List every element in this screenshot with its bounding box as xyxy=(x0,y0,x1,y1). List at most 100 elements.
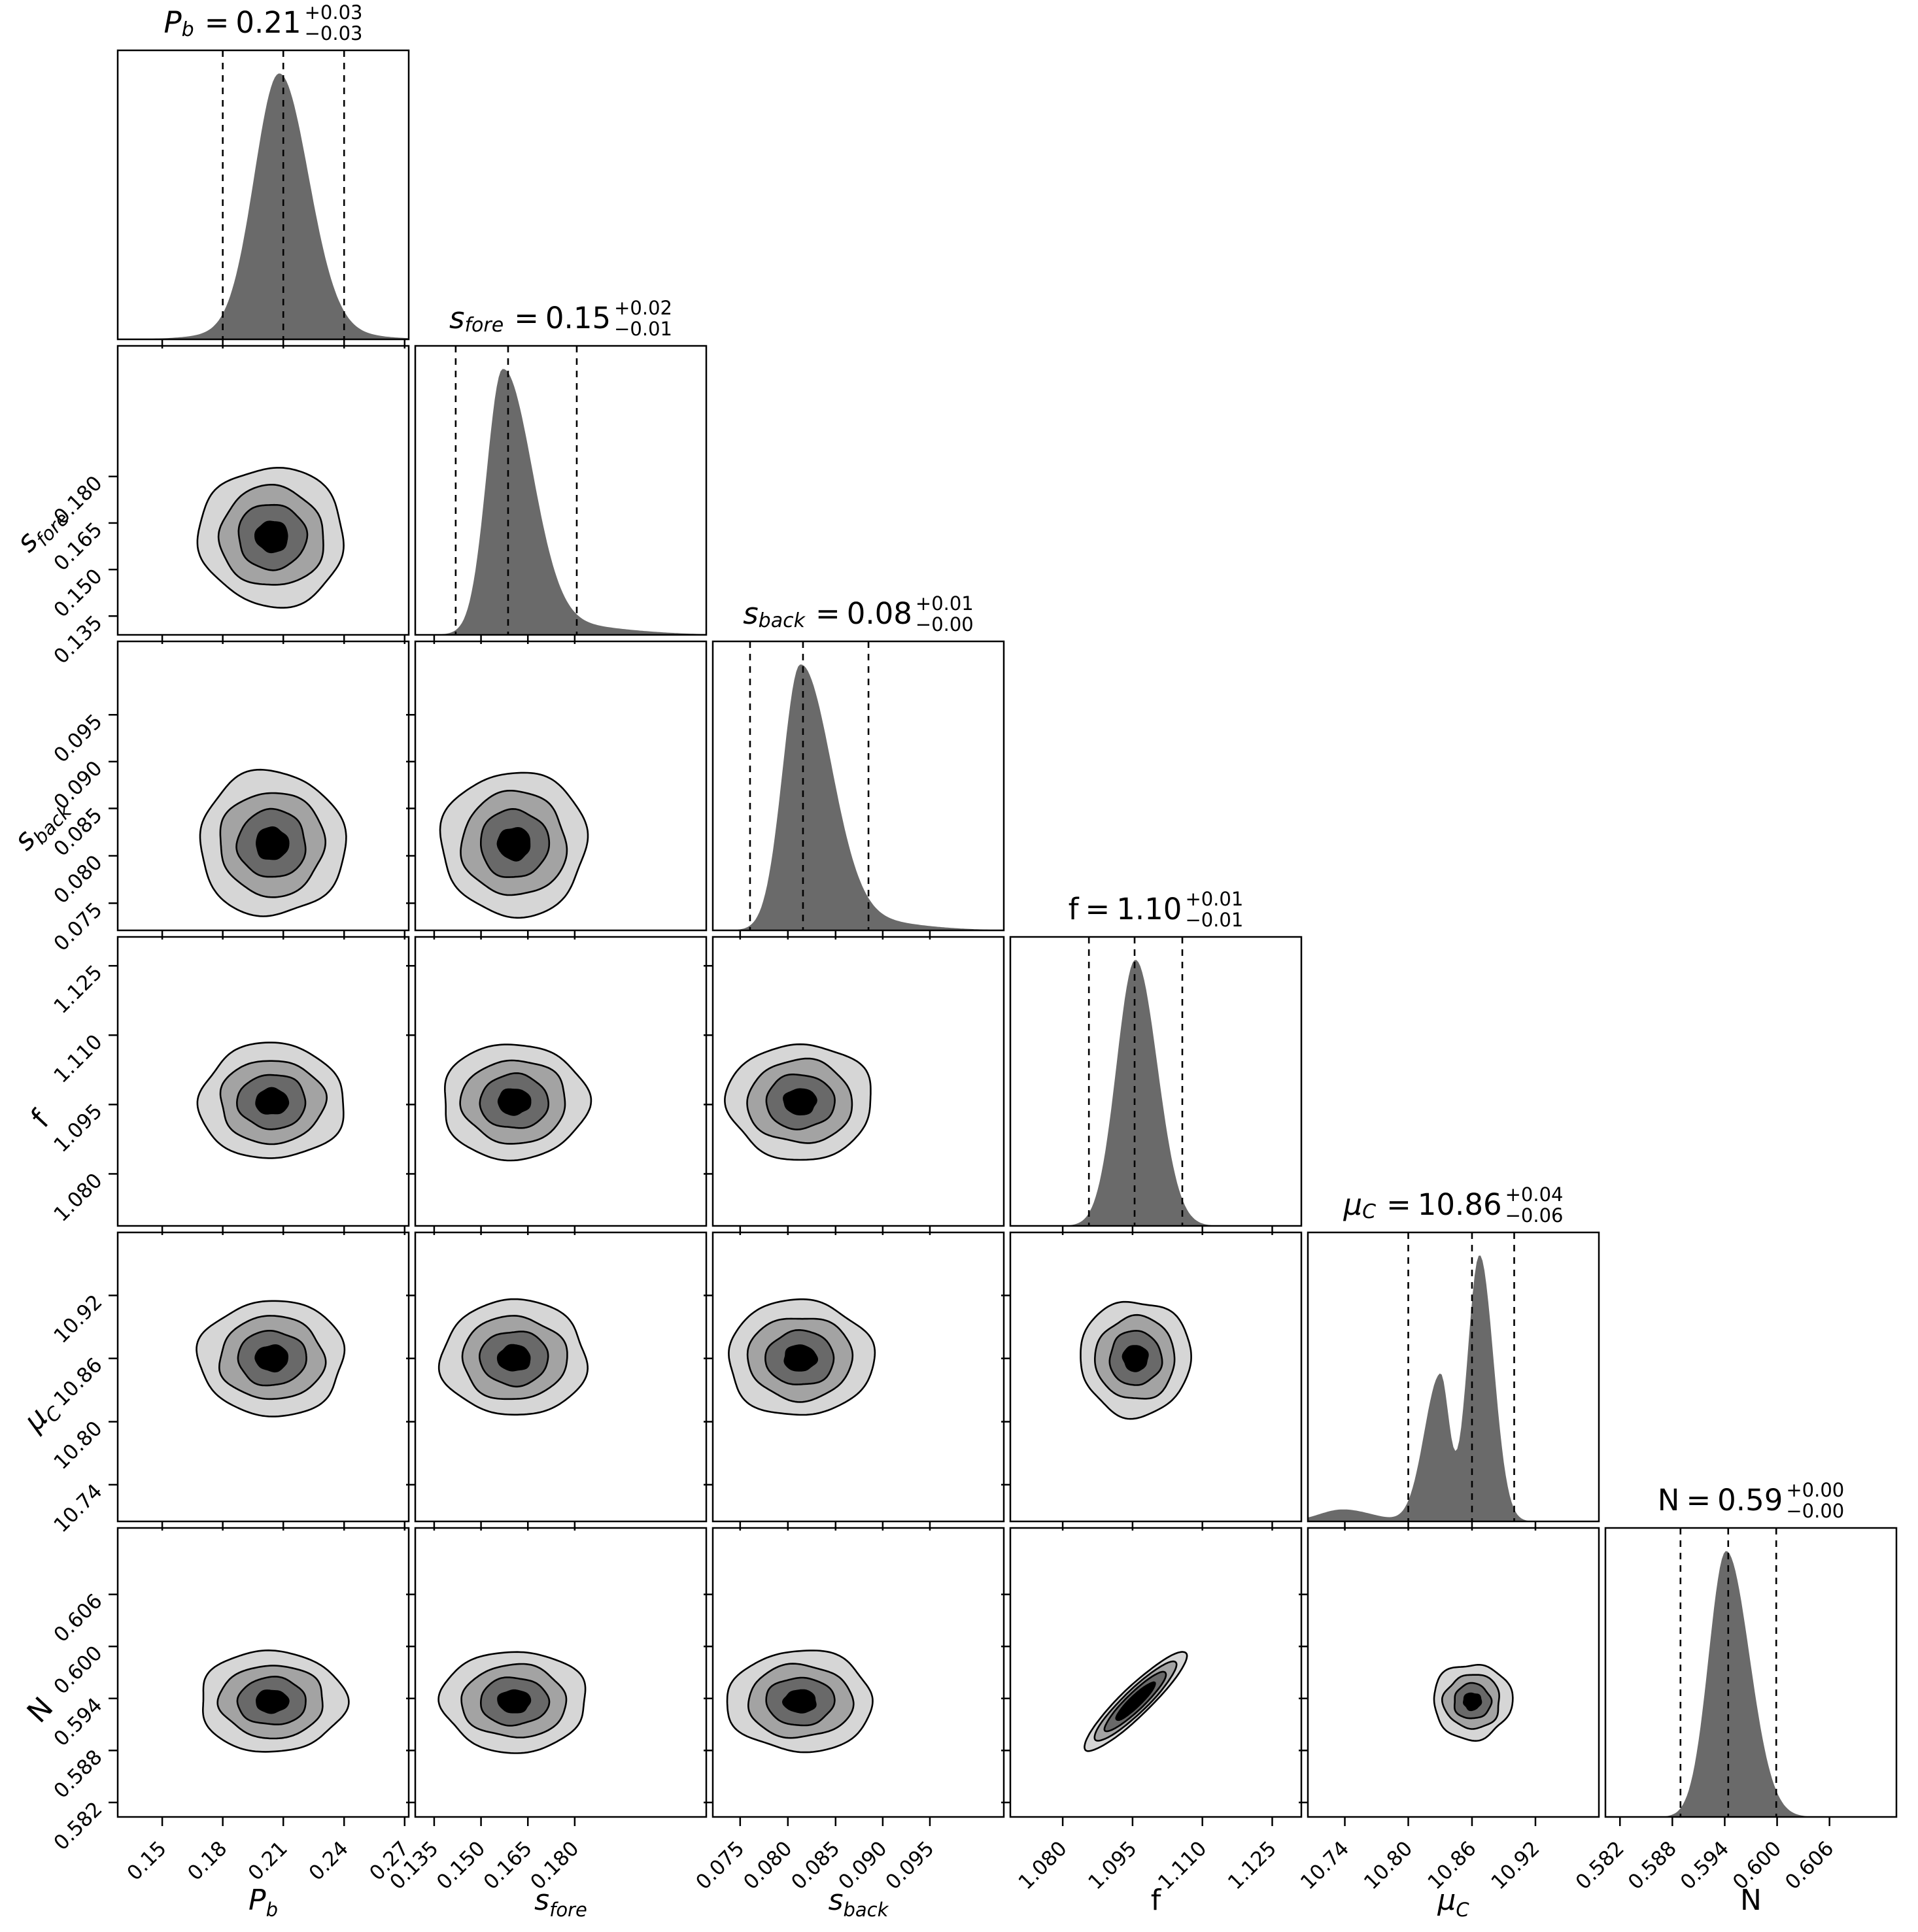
y-tick-label: 10.92 xyxy=(49,1291,107,1348)
contour-level-4-P_b-vs-s_back xyxy=(256,826,290,860)
param-subscript: fore xyxy=(549,1899,587,1921)
x-axis-label-s_back: sback xyxy=(713,1884,1004,1920)
x-tick-label: 0.18 xyxy=(183,1837,231,1885)
panel-r5c4 xyxy=(1001,1231,1303,1531)
contour-level-4-f-vs-N xyxy=(1115,1681,1156,1721)
histogram-N xyxy=(1605,1551,1896,1817)
error-minus: −0.00 xyxy=(1786,1500,1845,1522)
y-tick-label: 0.080 xyxy=(49,851,107,908)
param-symbol: s xyxy=(828,1884,844,1917)
diag-title-mu_C: μ C = 10.86 +0.04 −0.06 xyxy=(1229,1180,1677,1229)
param-symbol: μ xyxy=(1343,1187,1363,1222)
error-stack: +0.04 −0.06 xyxy=(1505,1183,1564,1227)
panel-frame xyxy=(711,936,1005,1227)
x-axis-label-P_b: Pb xyxy=(118,1884,409,1920)
median-value: 0.59 xyxy=(1717,1482,1783,1517)
y-tick-label: 0.600 xyxy=(49,1641,107,1699)
panel-r2c2 xyxy=(414,345,708,644)
panel-frame xyxy=(116,936,410,1227)
panel-r1c1 xyxy=(116,49,410,348)
param-subscript: C xyxy=(1362,1200,1377,1223)
param-symbol: s xyxy=(449,300,465,335)
contour-level-4-f-vs-mu_C xyxy=(1122,1345,1149,1372)
x-axis-label-f: f xyxy=(1010,1886,1301,1915)
panel-frame xyxy=(1604,1527,1898,1818)
error-minus: −0.01 xyxy=(614,318,672,340)
equals-sign: = xyxy=(514,300,539,335)
error-plus: +0.04 xyxy=(1505,1183,1564,1206)
panel-r4c1: 1.080 1.095 1.110 1.125 xyxy=(49,936,410,1235)
y-tick-label: 0.582 xyxy=(49,1797,107,1855)
panel-r4c3 xyxy=(704,936,1005,1235)
equals-sign: = xyxy=(1386,1187,1411,1222)
median-value: 0.21 xyxy=(235,5,301,40)
param-subscript: back xyxy=(843,1899,889,1921)
panel-r3c2 xyxy=(406,640,708,940)
param-symbol: P xyxy=(248,1884,266,1917)
x-axis-label-s_fore: sfore xyxy=(415,1884,706,1920)
param-symbol: f xyxy=(1068,891,1079,926)
contour-level-4-mu_C-vs-N xyxy=(1463,1692,1482,1712)
param-symbol: P xyxy=(163,5,182,40)
y-tick-label: 0.135 xyxy=(49,611,107,668)
equals-sign: = xyxy=(815,596,840,631)
error-plus: +0.03 xyxy=(304,1,363,24)
panel-r4c4 xyxy=(1009,936,1303,1235)
contour-level-4-P_b-vs-mu_C xyxy=(254,1344,288,1373)
x-axis-label-mu_C: μC xyxy=(1308,1886,1599,1920)
contour-level-4-s_fore-vs-f xyxy=(497,1088,532,1116)
param-symbol: N xyxy=(1657,1482,1680,1517)
error-minus: −0.01 xyxy=(1185,909,1244,931)
param-symbol: s xyxy=(534,1884,550,1917)
contour-level-4-s_back-vs-f xyxy=(783,1088,817,1115)
diag-title-s_fore: s fore = 0.15 +0.02 −0.01 xyxy=(337,294,785,342)
panel-frame xyxy=(414,345,708,636)
x-axis-label-N: N xyxy=(1605,1886,1896,1915)
y-tick-label: 1.125 xyxy=(49,960,107,1018)
contour-level-4-s_fore-vs-s_back xyxy=(496,827,531,862)
error-plus: +0.02 xyxy=(614,297,672,320)
contour-level-4-P_b-vs-f xyxy=(255,1087,290,1115)
y-tick-label: 0.075 xyxy=(49,898,107,956)
error-stack: +0.01 −0.00 xyxy=(915,593,974,636)
panel-frame xyxy=(711,1231,1005,1523)
contour-level-4-s_fore-vs-mu_C xyxy=(496,1344,531,1372)
error-stack: +0.01 −0.01 xyxy=(1185,889,1243,931)
x-tick-label: 0.24 xyxy=(305,1837,353,1885)
contour-level-4-s_back-vs-mu_C xyxy=(783,1344,818,1372)
y-tick-label: 1.110 xyxy=(49,1030,107,1087)
contour-level-4-P_b-vs-s_fore xyxy=(254,520,288,554)
y-tick-label: 0.588 xyxy=(49,1746,107,1803)
histogram-s_back xyxy=(713,664,1004,930)
y-tick-label: 0.095 xyxy=(49,709,107,767)
error-plus: +0.00 xyxy=(1786,1479,1845,1502)
diag-title-N: N = 0.59 +0.00 −0.00 xyxy=(1527,1476,1918,1524)
param-subscript: b xyxy=(181,18,194,41)
param-subscript: back xyxy=(758,609,805,632)
diag-title-s_back: s back = 0.08 +0.01 −0.00 xyxy=(634,589,1082,637)
y-tick-label: 0.606 xyxy=(49,1589,107,1647)
histogram-s_fore xyxy=(415,369,706,635)
equals-sign: = xyxy=(1085,891,1110,926)
panel-frame xyxy=(1307,1527,1600,1818)
median-value: 0.15 xyxy=(545,300,611,335)
error-minus: −0.03 xyxy=(304,22,363,44)
error-plus: +0.01 xyxy=(1185,888,1244,911)
y-tick-label: 1.095 xyxy=(49,1100,107,1157)
panel-r5c5 xyxy=(1307,1231,1600,1531)
error-minus: −0.00 xyxy=(915,613,974,636)
panel-frame xyxy=(711,1527,1005,1818)
panel-r6c4: 1.080 1.095 1.110 1.125 xyxy=(1001,1527,1303,1894)
y-tick-label: 0.150 xyxy=(49,564,107,622)
panel-frame xyxy=(116,1527,410,1818)
panel-frame xyxy=(1307,1231,1600,1523)
contour-level-4-s_back-vs-N xyxy=(782,1689,817,1714)
diag-title-f: f = 1.10 +0.01 −0.01 xyxy=(932,885,1380,933)
